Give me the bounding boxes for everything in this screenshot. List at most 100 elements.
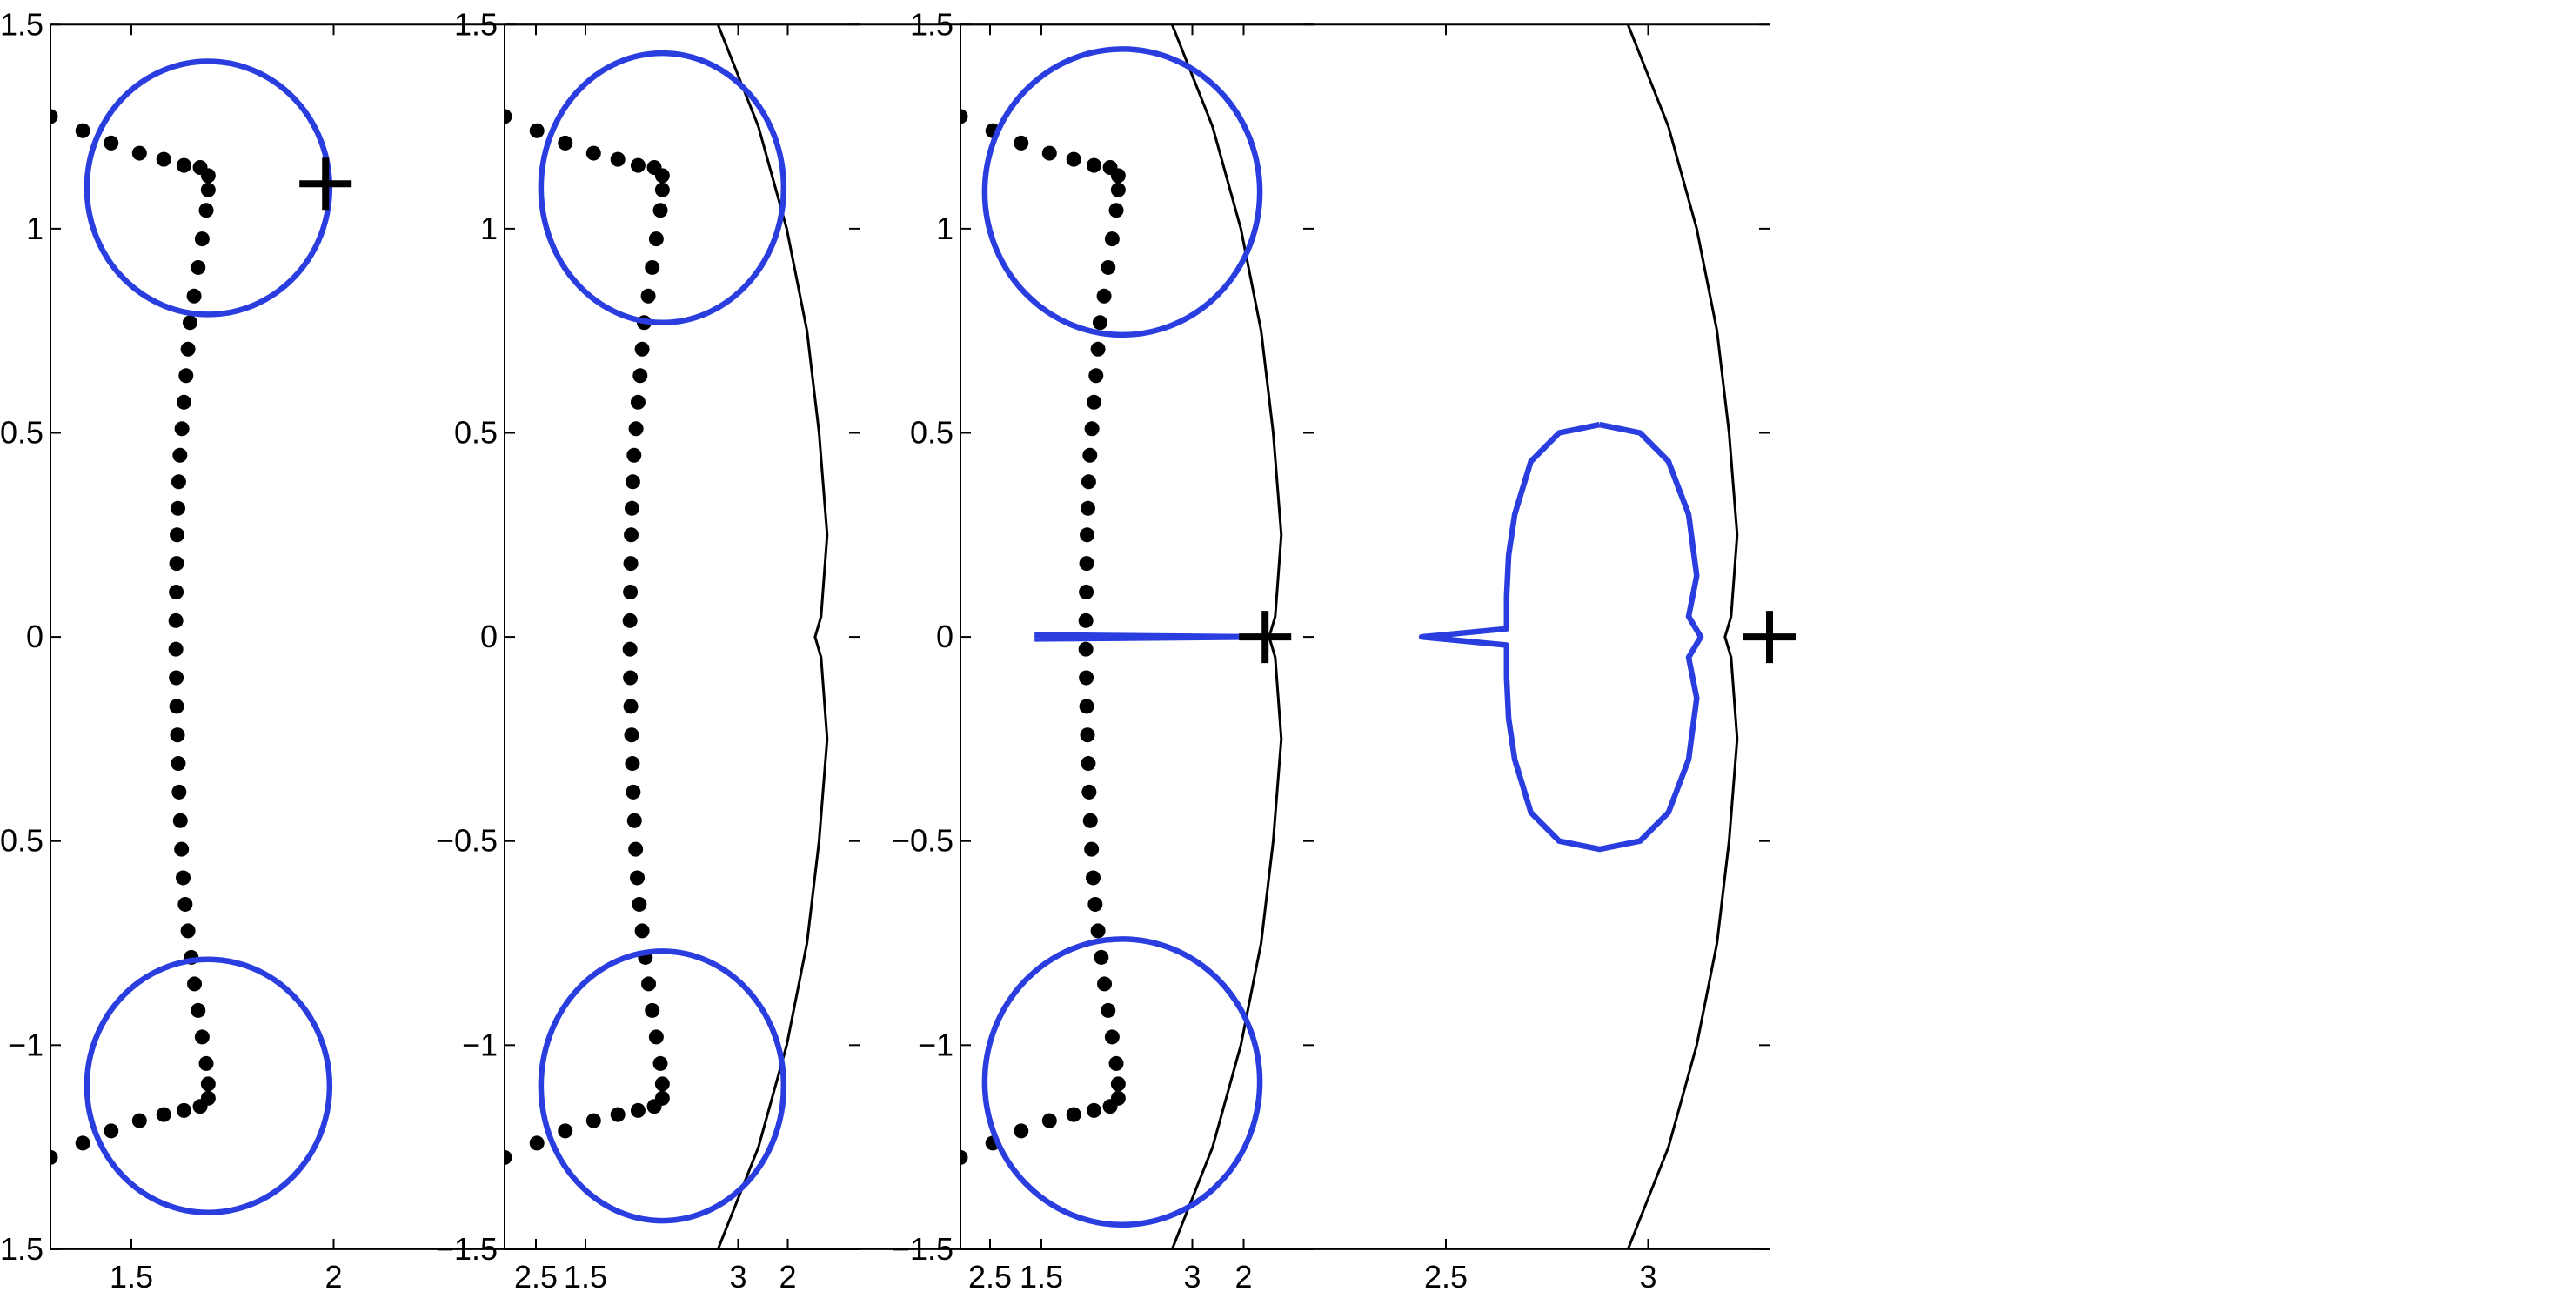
- x-tick-label: 2.5: [968, 1259, 1012, 1295]
- data-point: [187, 976, 203, 992]
- data-point: [176, 1102, 191, 1118]
- data-point: [585, 145, 601, 161]
- data-point: [180, 341, 196, 357]
- data-point: [172, 447, 188, 463]
- data-point: [174, 841, 190, 857]
- data-point: [585, 1113, 601, 1128]
- y-tick-label: 1: [26, 211, 43, 246]
- y-tick-label: −1.5: [0, 1231, 43, 1267]
- y-tick-label: 1.5: [0, 6, 43, 42]
- y-tick-label: 0.5: [910, 414, 953, 450]
- data-point: [131, 1113, 147, 1128]
- data-point: [622, 612, 638, 628]
- data-point: [1079, 670, 1094, 686]
- data-point: [1066, 1107, 1081, 1122]
- data-point: [1102, 1099, 1118, 1114]
- x-tick-label: 3: [729, 1259, 746, 1295]
- data-point: [630, 1102, 646, 1118]
- data-point: [1084, 421, 1100, 437]
- data-point: [1079, 584, 1094, 599]
- data-point: [529, 123, 545, 138]
- data-point: [628, 841, 644, 857]
- data-point: [169, 556, 184, 572]
- data-point: [1094, 949, 1109, 965]
- data-point: [200, 1076, 216, 1092]
- data-point: [1110, 168, 1126, 184]
- contour-ellipse: [981, 936, 1263, 1228]
- boundary-curve: [716, 24, 829, 1249]
- data-point: [652, 1055, 668, 1071]
- data-point: [558, 135, 573, 151]
- contour-ellipse: [84, 956, 333, 1215]
- y-tick-label: −0.5: [892, 823, 953, 859]
- data-point: [654, 1076, 670, 1092]
- data-point: [632, 368, 648, 384]
- contour-curve: [1418, 421, 1704, 853]
- data-point: [624, 527, 639, 543]
- y-tick-label: 1: [480, 211, 498, 246]
- data-point: [623, 556, 639, 572]
- data-point: [131, 145, 147, 161]
- data-point: [1104, 1029, 1120, 1045]
- x-tick-label: 1.5: [110, 1259, 153, 1295]
- data-point: [1082, 447, 1098, 463]
- y-tick-label: −1: [918, 1027, 953, 1062]
- y-tick-label: −1: [8, 1027, 43, 1062]
- data-point: [645, 1002, 660, 1018]
- contour-ellipse: [981, 46, 1263, 338]
- data-point: [610, 1107, 626, 1122]
- data-point: [194, 231, 210, 247]
- data-point: [630, 394, 646, 410]
- data-point: [1088, 368, 1104, 384]
- data-point: [1090, 341, 1106, 357]
- data-point: [623, 584, 639, 599]
- data-point: [624, 500, 639, 516]
- data-point: [626, 813, 642, 828]
- data-point: [654, 168, 670, 184]
- data-point: [1081, 756, 1096, 772]
- data-point: [198, 1055, 214, 1071]
- data-point: [1090, 923, 1106, 939]
- plus-marker: [1743, 611, 1796, 664]
- data-point: [182, 315, 197, 331]
- y-tick-label: 1.5: [910, 6, 953, 42]
- data-point: [156, 1107, 171, 1122]
- y-tick-label: −1.5: [436, 1231, 498, 1267]
- data-point: [170, 527, 185, 543]
- x-tick-label: 2.5: [514, 1259, 558, 1295]
- data-point: [168, 612, 184, 628]
- data-point: [625, 474, 640, 490]
- data-point: [1108, 1055, 1124, 1071]
- data-point: [630, 870, 646, 886]
- data-point: [641, 976, 657, 992]
- data-point: [191, 1002, 206, 1018]
- boundary-curve: [1626, 24, 1739, 1249]
- data-point: [623, 699, 639, 714]
- data-point: [186, 288, 202, 304]
- data-point: [1087, 896, 1103, 912]
- y-tick-label: 0: [480, 619, 498, 654]
- y-tick-label: 1: [936, 211, 953, 246]
- data-point: [1078, 612, 1094, 628]
- data-point: [1014, 1123, 1029, 1139]
- data-point: [1086, 157, 1101, 173]
- y-tick-label: −0.5: [0, 823, 43, 859]
- y-tick-label: 0.5: [454, 414, 498, 450]
- x-tick-label: 2: [325, 1259, 342, 1295]
- y-tick-label: 0: [936, 619, 953, 654]
- data-point: [176, 394, 191, 410]
- data-point: [172, 813, 188, 828]
- data-point: [1104, 231, 1120, 247]
- data-point: [169, 584, 184, 599]
- data-point: [1080, 500, 1095, 516]
- x-tick-label: 1.5: [564, 1259, 607, 1295]
- data-point: [1081, 474, 1096, 490]
- data-point: [174, 421, 190, 437]
- data-point: [634, 341, 650, 357]
- data-point: [634, 923, 650, 939]
- x-tick-label: 2: [1234, 1259, 1252, 1295]
- data-point: [1110, 1076, 1126, 1092]
- data-point: [192, 1099, 208, 1114]
- y-tick-label: −0.5: [436, 823, 498, 859]
- data-point: [178, 368, 194, 384]
